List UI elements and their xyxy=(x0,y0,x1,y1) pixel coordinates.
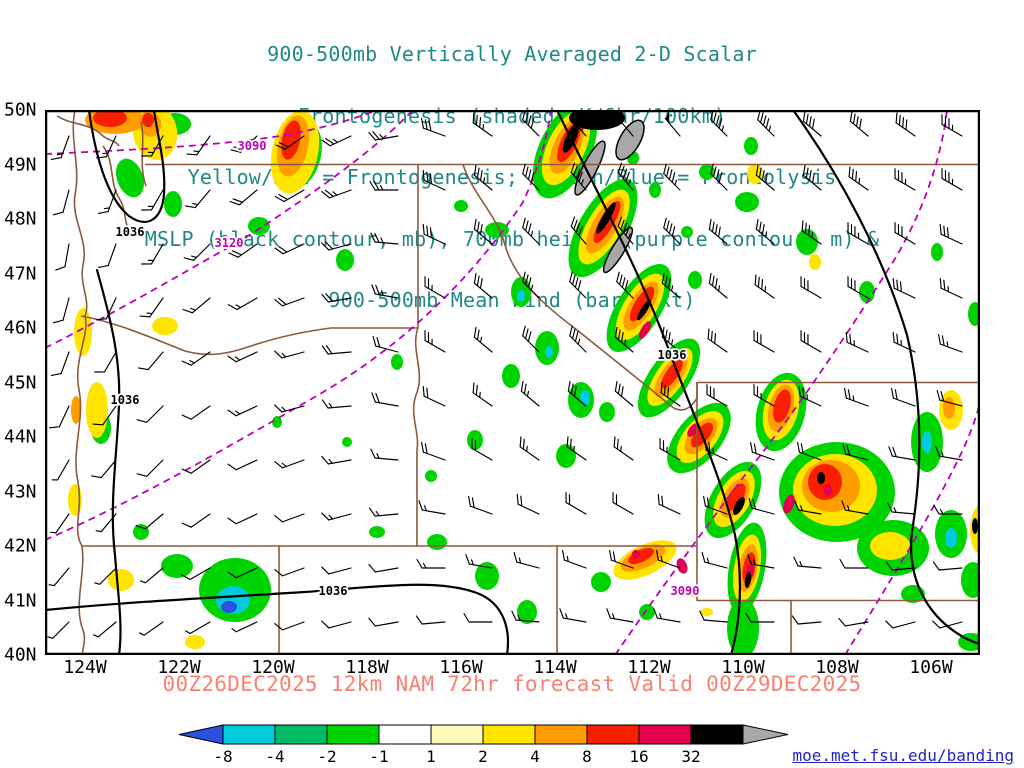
svg-text:1036: 1036 xyxy=(319,584,348,598)
lon-label: 114W xyxy=(533,657,577,678)
weather-map: 1036 1036 1036 1036 3090 3120 3090 xyxy=(45,110,980,655)
lat-label: 46N xyxy=(4,317,37,339)
or-id-border xyxy=(412,327,421,546)
mslp-contours xyxy=(45,110,980,655)
svg-text:2: 2 xyxy=(478,747,488,766)
svg-text:-8: -8 xyxy=(213,747,232,766)
lon-label: 110W xyxy=(721,657,765,678)
lon-label: 120W xyxy=(251,657,295,678)
lat-label: 50N xyxy=(4,99,37,121)
lat-label: 47N xyxy=(4,263,37,284)
map-border xyxy=(45,110,980,655)
lon-label: 116W xyxy=(439,657,483,678)
svg-text:8: 8 xyxy=(582,747,592,766)
title-line-4: MSLP (black contour, mb), 700mb height (… xyxy=(144,226,880,251)
svg-text:16: 16 xyxy=(629,747,648,766)
svg-text:32: 32 xyxy=(681,747,700,766)
id-mt-border xyxy=(462,164,698,411)
lat-label: 42N xyxy=(4,535,37,557)
svg-text:3090: 3090 xyxy=(671,584,700,598)
colorbar: -8 -4 -2 -1 1 2 4 8 16 32 xyxy=(178,724,789,766)
wind-barbs xyxy=(47,110,963,639)
puget-sound xyxy=(102,121,147,235)
lon-label: 124W xyxy=(63,657,107,678)
source-link[interactable]: moe.met.fsu.edu/banding xyxy=(792,746,1014,765)
vancouver-island xyxy=(56,115,120,147)
coastline xyxy=(72,110,88,655)
lat-label: 40N xyxy=(4,644,37,666)
svg-text:4: 4 xyxy=(530,747,540,766)
svg-text:1036: 1036 xyxy=(111,393,140,407)
svg-text:-4: -4 xyxy=(265,747,284,766)
lat-label: 49N xyxy=(4,154,37,175)
contour-labels: 1036 1036 1036 1036 3090 3120 3090 xyxy=(109,137,701,600)
lat-label: 43N xyxy=(4,481,37,502)
map-canvas: 1036 1036 1036 1036 3090 3120 3090 xyxy=(45,110,980,655)
lat-label: 44N xyxy=(4,426,37,448)
svg-text:1036: 1036 xyxy=(116,225,145,239)
lat-label: 41N xyxy=(4,590,37,611)
svg-text:-2: -2 xyxy=(317,747,336,766)
state-borders xyxy=(56,110,980,655)
svg-text:1: 1 xyxy=(426,747,436,766)
lon-label: 108W xyxy=(815,657,859,678)
lon-label: 122W xyxy=(157,657,201,678)
svg-text:3090: 3090 xyxy=(238,139,267,153)
lat-label: 45N xyxy=(4,372,37,393)
svg-text:-1: -1 xyxy=(369,747,388,766)
title-line-1: 900-500mb Vertically Averaged 2-D Scalar xyxy=(267,42,757,66)
lon-label: 112W xyxy=(627,657,671,678)
lon-label: 118W xyxy=(345,657,389,678)
svg-text:3120: 3120 xyxy=(215,236,244,250)
lat-label: 48N xyxy=(4,208,37,230)
lon-label: 106W xyxy=(909,657,953,678)
svg-text:1036: 1036 xyxy=(658,348,687,362)
forecast-caption: 00Z26DEC2025 12km NAM 72hr forecast Vali… xyxy=(162,672,862,696)
wa-or-border xyxy=(80,315,418,356)
